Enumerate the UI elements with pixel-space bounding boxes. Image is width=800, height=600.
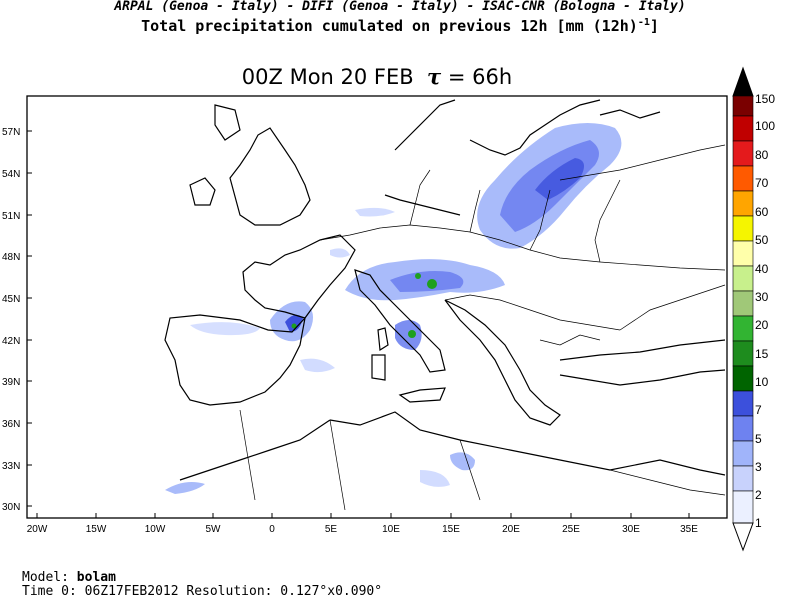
time0-label: Time 0: — [22, 584, 77, 599]
title-end: ] — [649, 17, 659, 35]
lon-axis: 20W 15W 10W 5W 0 5E 10E 15E 20E 25E 30E … — [27, 513, 698, 535]
lon-label-15e: 15E — [442, 524, 460, 535]
legend-labels: 150 100 80 70 60 50 40 30 20 15 10 7 5 3… — [755, 92, 775, 530]
time0-line: Time 0: 06Z17FEB2012 Resolution: 0.127°x… — [22, 585, 382, 599]
title-main: Total precipitation cumulated on previou… — [141, 17, 638, 35]
lon-label-35e: 35E — [680, 524, 698, 535]
title-superscript: -1 — [637, 17, 650, 28]
lon-label-15w: 15W — [86, 524, 107, 535]
coastlines — [164, 99, 726, 481]
lat-label-54n: 54N — [2, 169, 20, 180]
legend-label-40: 40 — [755, 262, 769, 276]
lat-label-48n: 48N — [2, 252, 20, 263]
tau-value: = 66h — [447, 65, 513, 89]
legend-label-70: 70 — [755, 176, 769, 190]
lon-label-0: 0 — [269, 524, 275, 535]
lat-label-57n: 57N — [2, 127, 20, 138]
legend-label-2: 2 — [755, 488, 762, 502]
lat-label-36n: 36N — [2, 419, 20, 430]
lon-label-20w: 20W — [27, 524, 48, 535]
lon-label-30e: 30E — [622, 524, 640, 535]
lon-label-20e: 20E — [502, 524, 520, 535]
legend-label-100: 100 — [755, 119, 775, 133]
legend-colorbar — [732, 66, 754, 552]
lon-label-10w: 10W — [145, 524, 166, 535]
borders — [239, 144, 726, 511]
lon-label-10e: 10E — [382, 524, 400, 535]
lat-label-45n: 45N — [2, 294, 20, 305]
footer-info: Model: bolam Time 0: 06Z17FEB2012 Resolu… — [22, 571, 382, 599]
model-label: Model: — [22, 570, 69, 585]
legend-label-7: 7 — [755, 403, 762, 417]
legend-top-arrow — [732, 66, 754, 97]
forecast-time-title: 00Z Mon 20 FEB τ = 66h — [27, 64, 727, 90]
lat-label-42n: 42N — [2, 336, 20, 347]
time-label: 00Z Mon 20 FEB — [241, 65, 414, 89]
lon-label-25e: 25E — [562, 524, 580, 535]
time0-value: 06Z17FEB2012 — [84, 584, 179, 599]
lat-label-30n: 30N — [2, 502, 20, 513]
lon-label-5w: 5W — [206, 524, 222, 535]
legend-label-60: 60 — [755, 205, 769, 219]
lat-axis: 57N 54N 51N 48N 45N 42N 39N 36N 33N 30N — [2, 127, 32, 513]
lat-label-33n: 33N — [2, 461, 20, 472]
legend-label-20: 20 — [755, 318, 769, 332]
resolution-value: 0.127°x0.090° — [280, 584, 383, 599]
legend-label-150: 150 — [755, 92, 775, 106]
legend-bottom-arrow — [732, 522, 754, 552]
legend-label-80: 80 — [755, 148, 769, 162]
legend-label-1: 1 — [755, 516, 762, 530]
chart-title: Total precipitation cumulated on previou… — [0, 14, 800, 35]
legend-label-10: 10 — [755, 375, 769, 389]
model-line: Model: bolam — [22, 571, 382, 585]
credits-line: ARPAL (Genoa - Italy) - DIFI (Genoa - It… — [114, 0, 686, 14]
lat-label-51n: 51N — [2, 211, 20, 222]
lat-label-39n: 39N — [2, 377, 20, 388]
legend-label-15: 15 — [755, 347, 769, 361]
legend-label-3: 3 — [755, 460, 762, 474]
legend-label-50: 50 — [755, 233, 769, 247]
resolution-label: Resolution: — [186, 584, 273, 599]
tau-symbol: τ — [427, 64, 442, 89]
precipitation-field — [165, 123, 622, 494]
lon-label-5e: 5E — [325, 524, 338, 535]
legend-label-30: 30 — [755, 290, 769, 304]
map-frame — [26, 95, 728, 519]
model-value: bolam — [76, 570, 116, 585]
legend-label-5: 5 — [755, 432, 762, 446]
